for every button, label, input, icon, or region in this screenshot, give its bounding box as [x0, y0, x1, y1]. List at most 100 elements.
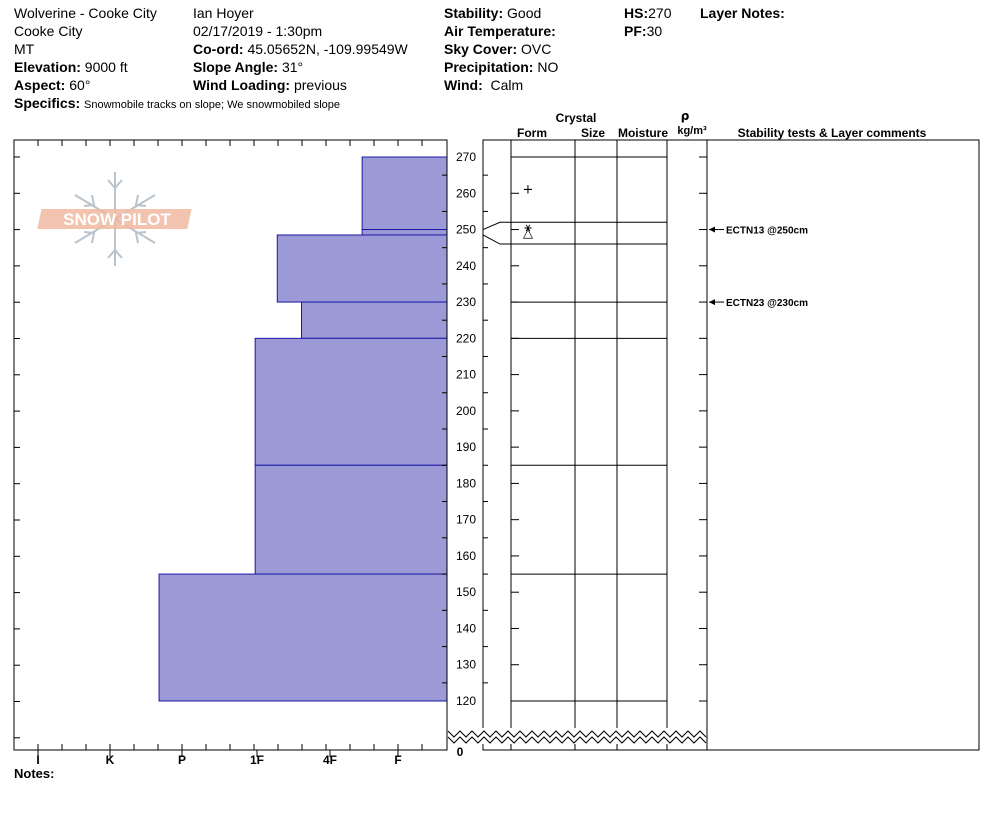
wind: Wind: Calm: [444, 76, 523, 94]
wind-loading-label: Wind Loading:: [193, 77, 291, 93]
layer-connector-bottom: [482, 234, 511, 245]
layer-notes-heading: Layer Notes:: [700, 4, 785, 22]
wind-loading: Wind Loading: previous: [193, 76, 347, 94]
wind-label: Wind:: [444, 77, 483, 93]
hardness-layer-0: [361, 156, 448, 231]
hardness-layer-1: [361, 229, 448, 236]
depth-tick-label-240: 240: [456, 259, 476, 273]
hardness-layer-6: [158, 573, 448, 702]
stability: Stability: Good: [444, 4, 541, 22]
precipitation: Precipitation: NO: [444, 58, 558, 76]
elevation-value: 9000 ft: [84, 59, 128, 75]
hardness-label-4F: 4F: [323, 753, 337, 767]
stability-arrow-head: [709, 226, 715, 233]
stability-arrow-head: [709, 299, 715, 306]
density-unit: kg/m³: [677, 125, 707, 137]
notes-label: Notes:: [14, 766, 54, 781]
hs-value: 270: [648, 5, 672, 21]
elevation: Elevation: 9000 ft: [14, 58, 128, 76]
depth-tick-label-140: 140: [456, 621, 476, 635]
observer-name: Ian Hoyer: [193, 5, 254, 21]
moisture-heading: Moisture: [618, 126, 668, 140]
depth-tick-label-180: 180: [456, 476, 476, 490]
hardness-layer-3: [301, 301, 448, 339]
depth-tick-label-160: 160: [456, 549, 476, 563]
hardness-layer-2: [276, 234, 448, 303]
stability-test-label-1: ECTN23 @230cm: [726, 298, 808, 309]
depth-tick-label-150: 150: [456, 585, 476, 599]
state-name: MT: [14, 41, 35, 57]
hardness-label-I: I: [36, 753, 39, 767]
penetration-foot: PF:30: [624, 22, 662, 40]
layer-boundary-lines: [482, 156, 667, 702]
stability-test-label-0: ECTN13 @250cm: [726, 226, 808, 237]
depth-tick-label-170: 170: [456, 513, 476, 527]
elevation-label: Elevation:: [14, 59, 81, 75]
hardness-label-P: P: [178, 753, 186, 767]
specifics-value: Snowmobile tracks on slope; We snowmobil…: [84, 99, 341, 111]
depth-tick-label-250: 250: [456, 223, 476, 237]
specifics-label: Specifics:: [14, 95, 81, 111]
area-name: Cooke City: [14, 23, 83, 39]
crystal-symbol-0: +: [523, 183, 534, 198]
sky-cover: Sky Cover: OVC: [444, 40, 551, 58]
stability-heading: Stability tests & Layer comments: [738, 126, 927, 140]
stability-label: Stability:: [444, 5, 504, 21]
hardness-layer-5: [254, 464, 448, 575]
stability-tests: ECTN13 @250cm ECTN23 @230cm: [709, 226, 808, 309]
air-temperature: Air Temperature:: [444, 22, 556, 40]
logo-text: SNOW PILOT: [63, 210, 171, 229]
depth-tick-label-220: 220: [456, 331, 476, 345]
snowpilot-logo: SNOW PILOT: [37, 172, 192, 266]
hardness-layers: [158, 156, 448, 702]
air-temp-label: Air Temperature:: [444, 23, 556, 39]
crystal-symbol-1: ⚹: [524, 221, 532, 236]
hardness-label-1F: 1F: [250, 753, 264, 767]
size-heading: Size: [581, 126, 605, 140]
depth-tick-label-230: 230: [456, 295, 476, 309]
hardness-label-F: F: [394, 753, 401, 767]
sky-value: OVC: [521, 41, 552, 57]
depth-tick-label-190: 190: [456, 440, 476, 454]
aspect-value: 60°: [69, 77, 91, 93]
pf-label: PF:: [624, 23, 647, 39]
depth-tick-label-120: 120: [456, 694, 476, 708]
coord-label: Co-ord:: [193, 41, 244, 57]
layer-notes-label: Layer Notes:: [700, 5, 785, 21]
precip-value: NO: [537, 59, 559, 75]
aspect: Aspect: 60°: [14, 76, 90, 94]
precip-label: Precipitation:: [444, 59, 534, 75]
crystal-symbols: + ⚹△: [523, 183, 534, 242]
hardness-layer-4: [254, 337, 448, 466]
observation-datetime: 02/17/2019 - 1:30pm: [193, 23, 323, 39]
location-name: Wolverine - Cooke City: [14, 5, 157, 21]
pf-value: 30: [646, 23, 663, 39]
crystal-symbol-2: △: [523, 226, 533, 241]
depth-tick-label-270: 270: [456, 150, 476, 164]
layer-connector-top: [482, 221, 511, 230]
wind-loading-value: previous: [293, 77, 347, 93]
specifics: Specifics: Snowmobile tracks on slope; W…: [14, 94, 340, 114]
depth-zero-label: 0: [457, 745, 464, 759]
depth-tick-label-130: 130: [456, 658, 476, 672]
crystal-grid: [482, 139, 708, 751]
logo-banner: [37, 209, 192, 229]
density-symbol: ρ: [681, 109, 690, 123]
left-frame-ticks: [14, 140, 423, 750]
slope-label: Slope Angle:: [193, 59, 279, 75]
crystal-grid-frame: [482, 139, 708, 751]
slope-angle: Slope Angle: 31°: [193, 58, 303, 76]
snow-height: HS:270: [624, 4, 671, 22]
hs-label: HS:: [624, 5, 649, 21]
aspect-label: Aspect:: [14, 77, 66, 93]
coordinates: Co-ord: 45.05652N, -109.99549W: [193, 40, 408, 58]
stability-comments-frame: [706, 139, 980, 751]
hardness-label-K: K: [106, 753, 115, 767]
depth-tick-label-260: 260: [456, 186, 476, 200]
depth-tick-label-210: 210: [456, 368, 476, 382]
wind-value: Calm: [490, 77, 524, 93]
axis-break: [447, 728, 708, 744]
depth-tick-label-200: 200: [456, 404, 476, 418]
hardness-scale: I K P 1F 4F F: [36, 750, 402, 767]
